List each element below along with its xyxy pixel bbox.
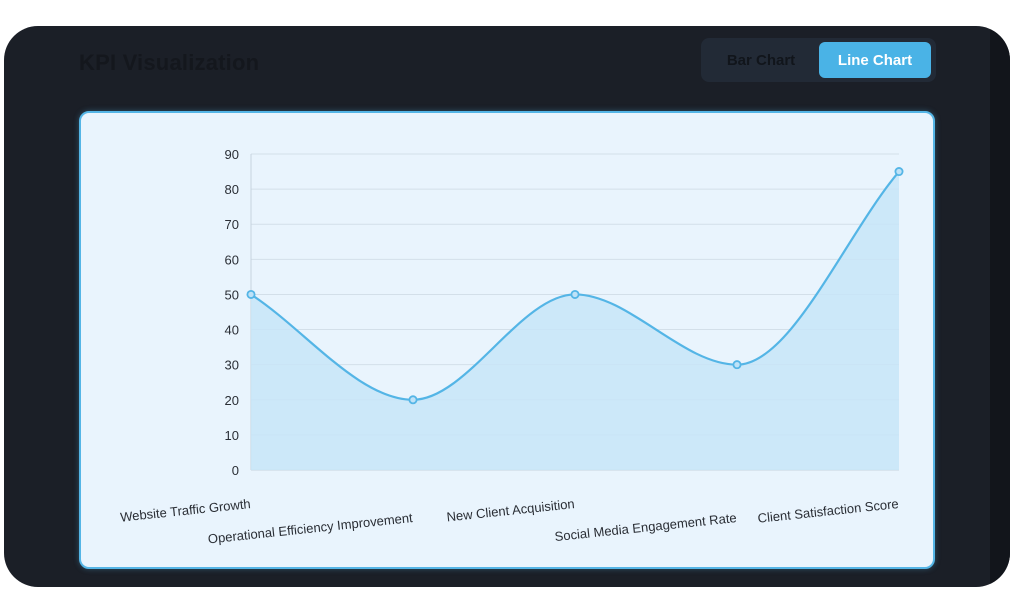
y-tick-label: 40 [225, 323, 239, 338]
y-tick-label: 60 [225, 252, 239, 267]
y-tick-label: 30 [225, 358, 239, 373]
chart-type-toggle: Bar Chart Line Chart [701, 38, 936, 82]
y-axis-tick-labels: 0 10 20 30 40 50 60 70 80 90 [225, 147, 239, 478]
y-tick-label: 0 [232, 463, 239, 478]
y-tick-label: 10 [225, 428, 239, 443]
app-window: KPI Visualization Bar Chart Line Chart 0… [4, 26, 1010, 587]
line-chart-button[interactable]: Line Chart [819, 42, 931, 78]
data-point[interactable] [246, 289, 256, 299]
data-point[interactable] [894, 167, 904, 177]
page-title: KPI Visualization [79, 50, 260, 75]
data-points [246, 167, 904, 405]
data-point[interactable] [570, 289, 580, 299]
data-point[interactable] [408, 395, 418, 405]
x-category-label: Website Traffic Growth [119, 496, 251, 525]
x-category-label: Client Satisfaction Score [757, 496, 899, 526]
data-point[interactable] [732, 360, 742, 370]
x-category-label: Operational Efficiency Improvement [207, 510, 414, 546]
y-tick-label: 50 [225, 287, 239, 302]
kpi-line-chart: 0 10 20 30 40 50 60 70 80 90 Website Traffic Grow… [119, 147, 904, 546]
x-category-label: Social Media Engagement Rate [554, 510, 737, 544]
series-area [251, 171, 899, 471]
bar-chart-button[interactable]: Bar Chart [705, 42, 817, 78]
y-tick-label: 80 [225, 182, 239, 197]
y-tick-label: 70 [225, 217, 239, 232]
x-category-label: New Client Acquisition [446, 496, 575, 524]
chart-card: 0 10 20 30 40 50 60 70 80 90 Website Traffic Grow… [79, 111, 935, 569]
y-tick-label: 20 [225, 393, 239, 408]
y-tick-label: 90 [225, 147, 239, 162]
